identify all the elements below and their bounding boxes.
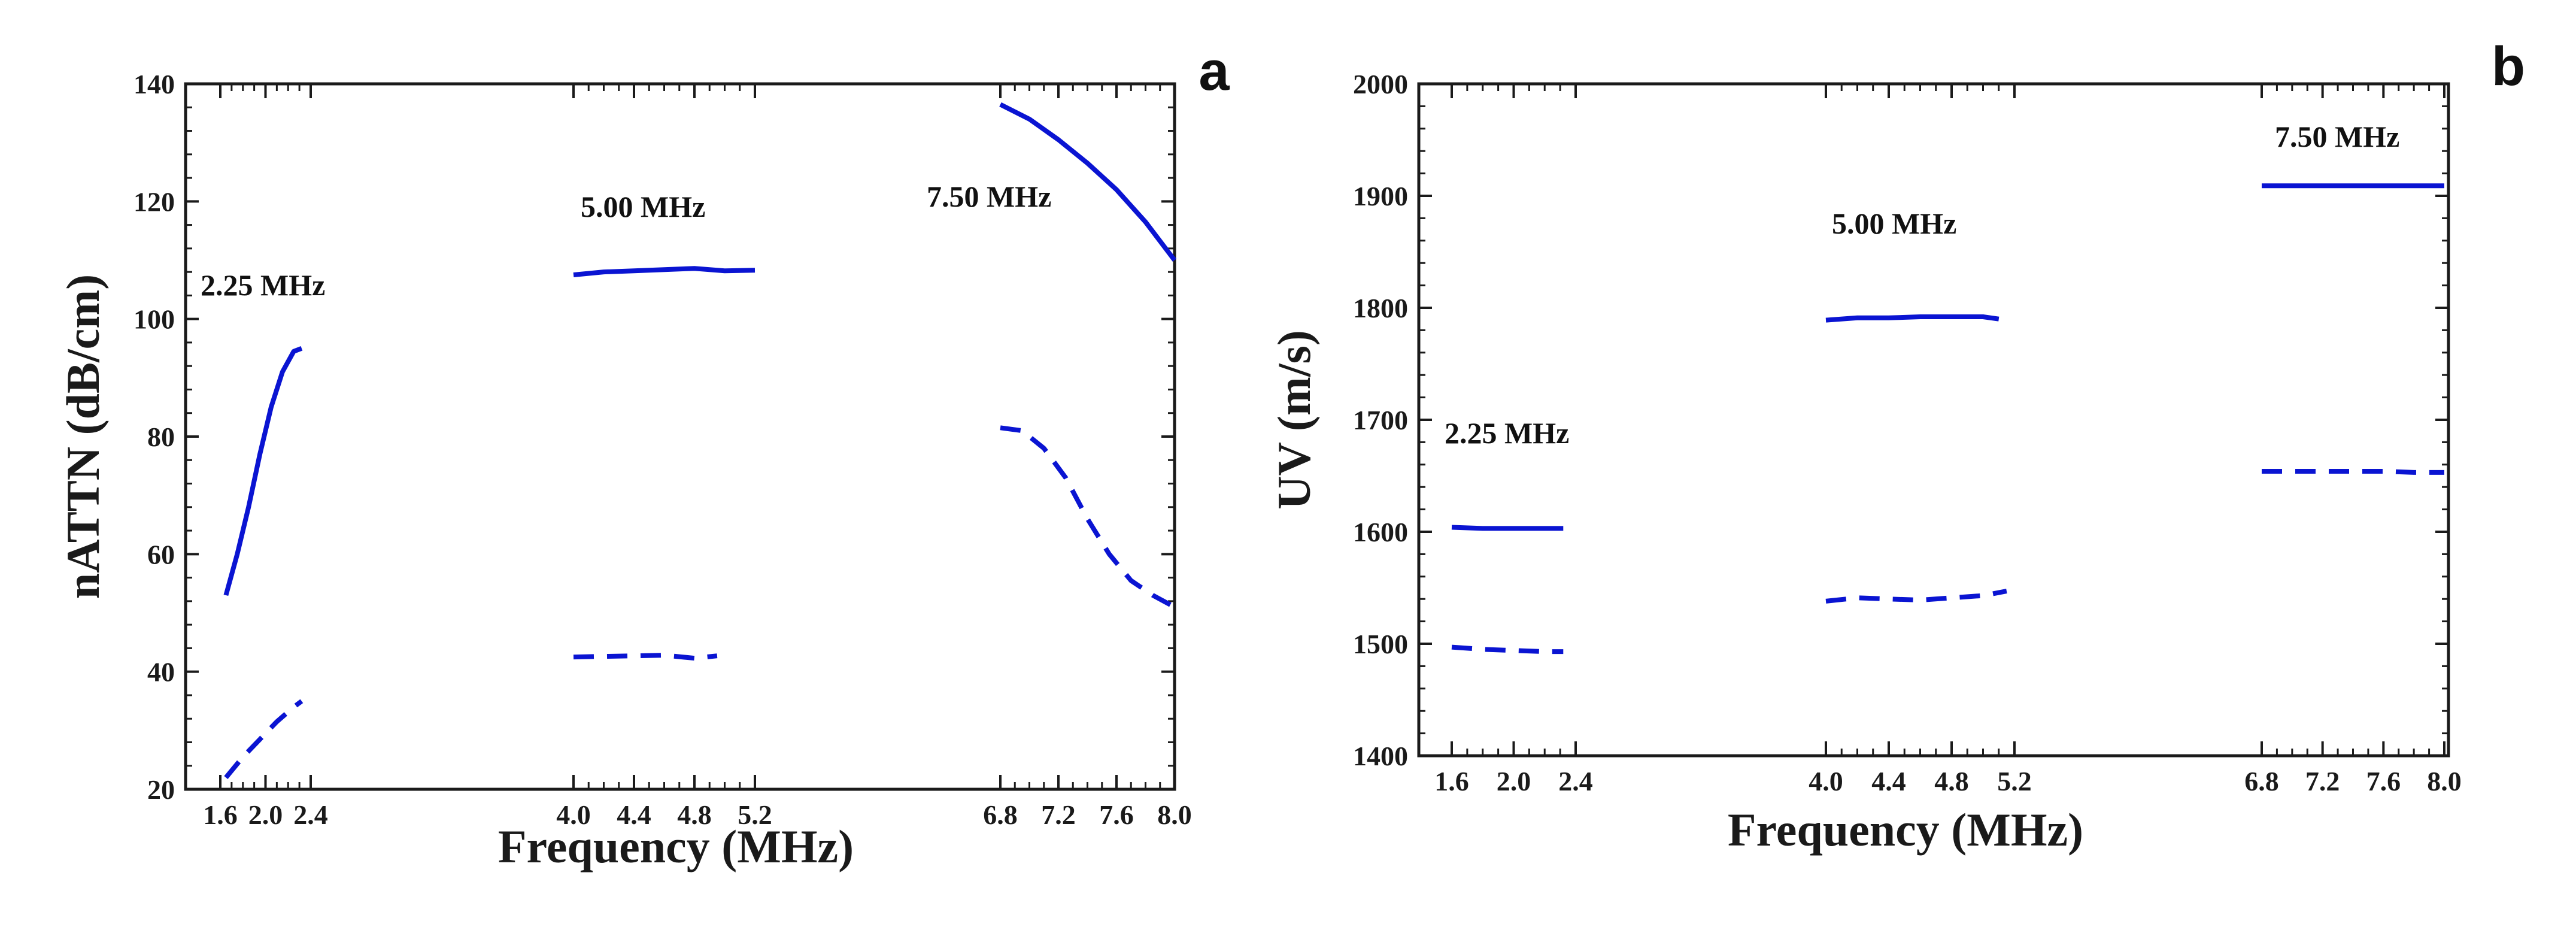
y-tick-label: 20	[147, 774, 175, 805]
frequency-annotation: 7.50 MHz	[2275, 120, 2399, 153]
y-tick-label: 100	[133, 304, 175, 335]
x-tick-label: 2.4	[293, 799, 328, 830]
series-line-solid	[1451, 525, 1564, 531]
chart-panel-a: 20 40 60 80 100 120 140 1.6 2.0 2.4 4.0 4.4 4.8 5.2 6.…	[57, 41, 1230, 873]
x-axis-title: Frequency (MHz)	[498, 820, 854, 873]
x-tick-label: 6.8	[2244, 766, 2279, 796]
series-line-dashed	[2262, 469, 2444, 475]
frequency-annotation: 5.00 MHz	[1832, 207, 1956, 240]
x-tick-label: 7.2	[2305, 766, 2340, 796]
x-tick-label: 8.0	[2427, 766, 2462, 796]
x-tick-label: 5.2	[738, 799, 772, 830]
y-tick-label: 1900	[1353, 181, 1408, 211]
x-tick-label: 4.4	[617, 799, 651, 830]
y-tick-label: 40	[147, 657, 175, 687]
x-tick-label: 4.0	[556, 799, 591, 830]
series-line-solid	[573, 266, 755, 277]
series-line-solid	[1825, 314, 1999, 323]
y-tick-label: 2000	[1353, 69, 1408, 99]
x-axis-title: Frequency (MHz)	[1728, 804, 2083, 856]
panel-letter: b	[2492, 36, 2525, 97]
y-tick-label: 1700	[1353, 405, 1408, 435]
x-tick-label: 4.4	[1871, 766, 1906, 796]
x-tick-label: 4.8	[1934, 766, 1969, 796]
panel-letter: a	[1199, 41, 1230, 102]
x-tick-label: 4.0	[1809, 766, 1843, 796]
y-axis-title: UV (m/s)	[1268, 330, 1320, 510]
x-tick-label: 7.2	[1041, 799, 1076, 830]
series-line-dashed	[1000, 425, 1176, 610]
y-tick-label: 1800	[1353, 293, 1408, 323]
frequency-annotation: 7.50 MHz	[927, 180, 1051, 213]
series-line-solid	[223, 346, 303, 596]
x-tick-label: 2.0	[1497, 766, 1531, 796]
x-tick-label: 6.8	[983, 799, 1018, 830]
series-line-dashed	[224, 699, 304, 779]
y-tick-label: 60	[147, 539, 175, 570]
y-tick-label: 1500	[1353, 629, 1408, 659]
x-tick-label: 2.4	[1558, 766, 1593, 796]
series-line-solid	[999, 102, 1177, 262]
frequency-annotation: 5.00 MHz	[581, 190, 705, 223]
y-tick-label: 140	[133, 69, 175, 99]
y-tick-label: 1400	[1353, 741, 1408, 771]
y-axis-title: nATTN (dB/cm)	[57, 274, 109, 599]
x-tick-label: 8.0	[1157, 799, 1192, 830]
y-tick-label: 80	[147, 422, 175, 452]
y-tick-label: 1600	[1353, 517, 1408, 547]
frequency-annotation: 2.25 MHz	[1445, 416, 1569, 450]
x-tick-label: 1.6	[1434, 766, 1469, 796]
frequency-annotation: 2.25 MHz	[201, 268, 325, 302]
x-tick-label: 7.6	[2366, 766, 2401, 796]
x-tick-label: 4.8	[677, 799, 712, 830]
series-line-dashed	[1451, 644, 1564, 655]
series-line-dashed	[573, 653, 718, 661]
x-tick-label: 7.6	[1099, 799, 1134, 830]
x-tick-label: 2.0	[248, 799, 283, 830]
chart-panel-b: 1400 1500 1600 1700 1800 1900 2000 1.6 2.0 2.4 4.0…	[1268, 36, 2525, 856]
series-line-dashed	[1825, 589, 2007, 604]
y-tick-label: 120	[133, 186, 175, 217]
x-tick-label: 1.6	[203, 799, 238, 830]
x-tick-label: 5.2	[1997, 766, 2032, 796]
